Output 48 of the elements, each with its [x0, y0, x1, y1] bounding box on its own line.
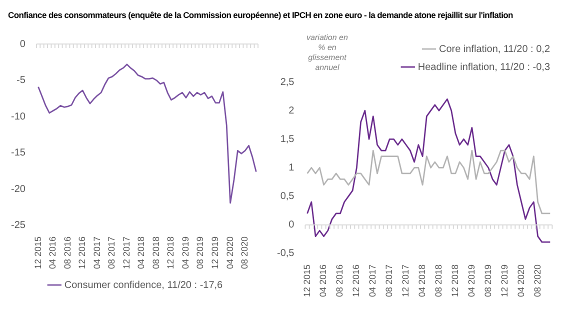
x-tick-label: 12 2016 — [77, 236, 88, 270]
x-tick-label: 12 2015 — [302, 264, 312, 298]
x-tick-label: 08 2018 — [433, 264, 444, 298]
x-tick-label: 04 2018 — [136, 236, 146, 270]
y-tick-label: 1 — [288, 162, 295, 174]
y-tick-label: -15 — [11, 148, 26, 159]
y-tick-label: -5 — [16, 75, 26, 86]
x-tick-label: 04 2018 — [417, 264, 428, 298]
x-tick-label: 04 2016 — [318, 264, 328, 298]
y-tick-label: 2,5 — [280, 76, 295, 88]
x-tick-label: 04 2017 — [368, 264, 378, 298]
y-tick-label: 2 — [288, 105, 295, 116]
x-tick-label: 04 2016 — [48, 236, 58, 270]
x-tick-label: 12 2015 — [32, 236, 43, 270]
x-tick-label: 08 2018 — [150, 236, 161, 270]
x-tick-label: 04 2017 — [92, 236, 102, 270]
y-tick-label: 0 — [288, 220, 295, 231]
x-tick-label: 04 2019 — [466, 264, 476, 298]
x-tick-label: 08 2019 — [195, 236, 206, 270]
x-tick-label: 12 2019 — [499, 264, 510, 298]
x-tick-label: 08 2017 — [106, 236, 117, 270]
x-tick-label: 12 2018 — [166, 236, 176, 270]
x-tick-label: 04 2020 — [516, 264, 526, 298]
x-tick-label: 12 2019 — [210, 236, 220, 270]
x-tick-label: 12 2017 — [121, 236, 132, 270]
y-tick-label: 1,5 — [280, 134, 295, 145]
x-tick-label: 12 2016 — [351, 264, 362, 298]
chart-title: Confiance des consommateurs (enquête de la Commission européenne) et IPCH en zone euro - la demande atone rejaillit sur l'inflation — [8, 9, 514, 22]
x-tick-label: 12 2017 — [400, 264, 411, 298]
x-tick-label: 08 2016 — [62, 236, 72, 270]
x-tick-label: 08 2019 — [482, 264, 493, 298]
x-tick-label: 04 2020 — [224, 236, 235, 270]
legend-label: Consumer confidence, 11/20 : -17,6 — [64, 280, 224, 291]
x-tick-label: 08 2020 — [532, 264, 542, 298]
x-tick-label: 08 2016 — [334, 264, 345, 298]
y-tick-label: -20 — [11, 184, 26, 195]
y-tick-label: -25 — [11, 220, 26, 232]
x-tick-label: 04 2019 — [180, 236, 190, 270]
x-tick-label: 12 2018 — [450, 264, 460, 298]
x-tick-label: 08 2017 — [384, 264, 394, 298]
legend-label: Core inflation, 11/20 : 0,2 — [439, 44, 550, 55]
y-tick-label: 0,5 — [280, 191, 295, 202]
y-tick-label: 0 — [20, 38, 26, 50]
y-tick-label: -0,5 — [276, 248, 295, 260]
y-tick-label: -10 — [11, 111, 26, 122]
x-tick-label: 08 2020 — [240, 236, 250, 270]
legend-label: Headline inflation, 11/20 : -0,3 — [418, 62, 550, 73]
y-axis-title: variation en % en glissement annuel — [306, 33, 348, 72]
